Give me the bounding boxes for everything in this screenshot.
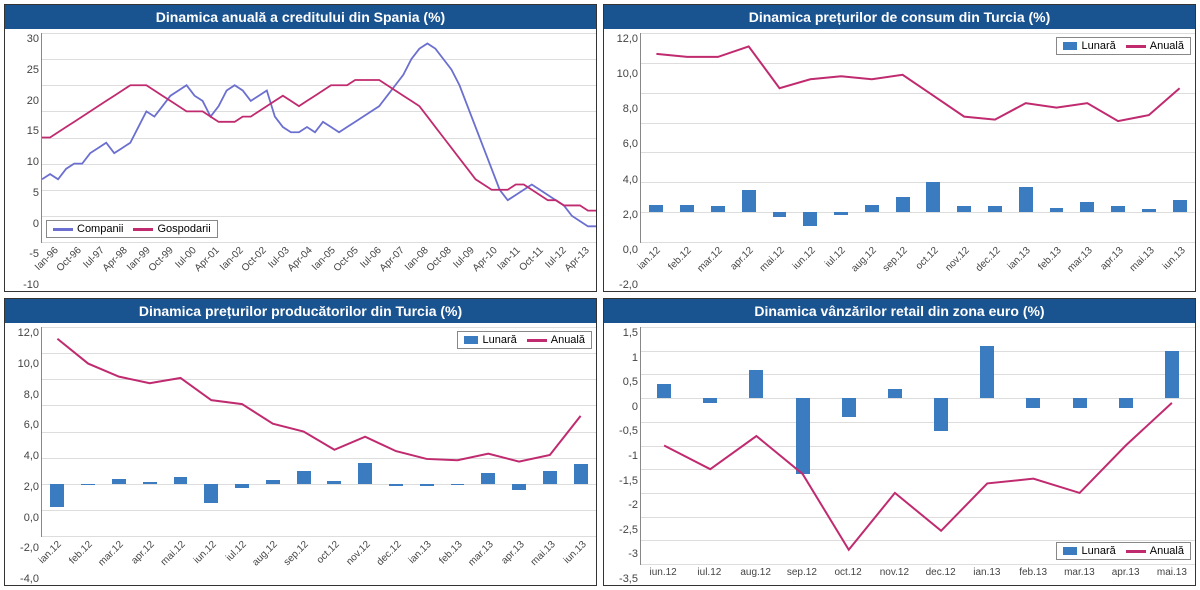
- x-axis: ian.12feb.12mar.12apr.12mai.12iun.12iul.…: [640, 243, 1195, 291]
- plot-area: Lunară Anuală: [41, 327, 596, 537]
- chart-panel-spain_credit: Dinamica anuală a creditului din Spania …: [4, 4, 597, 292]
- legend-item: Gospodarii: [133, 223, 210, 235]
- chart-panel-euro_retail: Dinamica vânzărilor retail din zona euro…: [603, 298, 1196, 586]
- legend-item: Anuală: [527, 334, 585, 346]
- chart-title: Dinamica vânzărilor retail din zona euro…: [604, 299, 1195, 323]
- legend-item: Anuală: [1126, 40, 1184, 52]
- plot-area: Lunară Anuală: [640, 33, 1195, 243]
- chart-panel-turkey_cpi: Dinamica prețurilor de consum din Turcia…: [603, 4, 1196, 292]
- chart-title: Dinamica prețurilor producătorilor din T…: [5, 299, 596, 323]
- plot-area: Companii Gospodarii: [41, 33, 596, 243]
- series-line: [57, 339, 580, 462]
- chart-panel-turkey_ppi: Dinamica prețurilor producătorilor din T…: [4, 298, 597, 586]
- x-axis: ian.12feb.12mar.12apr.12mai.12iun.12iul.…: [41, 537, 596, 585]
- legend-item: Companii: [53, 223, 123, 235]
- x-axis: Ian-96Oct-96Iul-97Apr-98Ian-99Oct-99Iul-…: [41, 243, 596, 291]
- legend-item: Lunară: [1063, 545, 1115, 557]
- legend: Lunară Anuală: [457, 331, 592, 349]
- legend: Companii Gospodarii: [46, 220, 218, 238]
- legend: Lunară Anuală: [1056, 542, 1191, 560]
- legend: Lunară Anuală: [1056, 37, 1191, 55]
- legend-item: Lunară: [464, 334, 516, 346]
- y-axis: 1,510,50-0,5-1-1,5-2-2,5-3-3,5: [604, 323, 640, 585]
- legend-item: Lunară: [1063, 40, 1115, 52]
- y-axis: 12,010,08,06,04,02,00,0-2,0: [604, 29, 640, 291]
- series-line: [656, 46, 1179, 121]
- series-line: [664, 403, 1172, 550]
- chart-title: Dinamica anuală a creditului din Spania …: [5, 5, 596, 29]
- chart-title: Dinamica prețurilor de consum din Turcia…: [604, 5, 1195, 29]
- x-axis: iun.12iul.12aug.12sep.12oct.12nov.12dec.…: [640, 565, 1195, 585]
- series-line: [42, 43, 596, 226]
- y-axis: 302520151050-5-10: [5, 29, 41, 291]
- y-axis: 12,010,08,06,04,02,00,0-2,0-4,0: [5, 323, 41, 585]
- plot-area: Lunară Anuală: [640, 327, 1195, 565]
- legend-item: Anuală: [1126, 545, 1184, 557]
